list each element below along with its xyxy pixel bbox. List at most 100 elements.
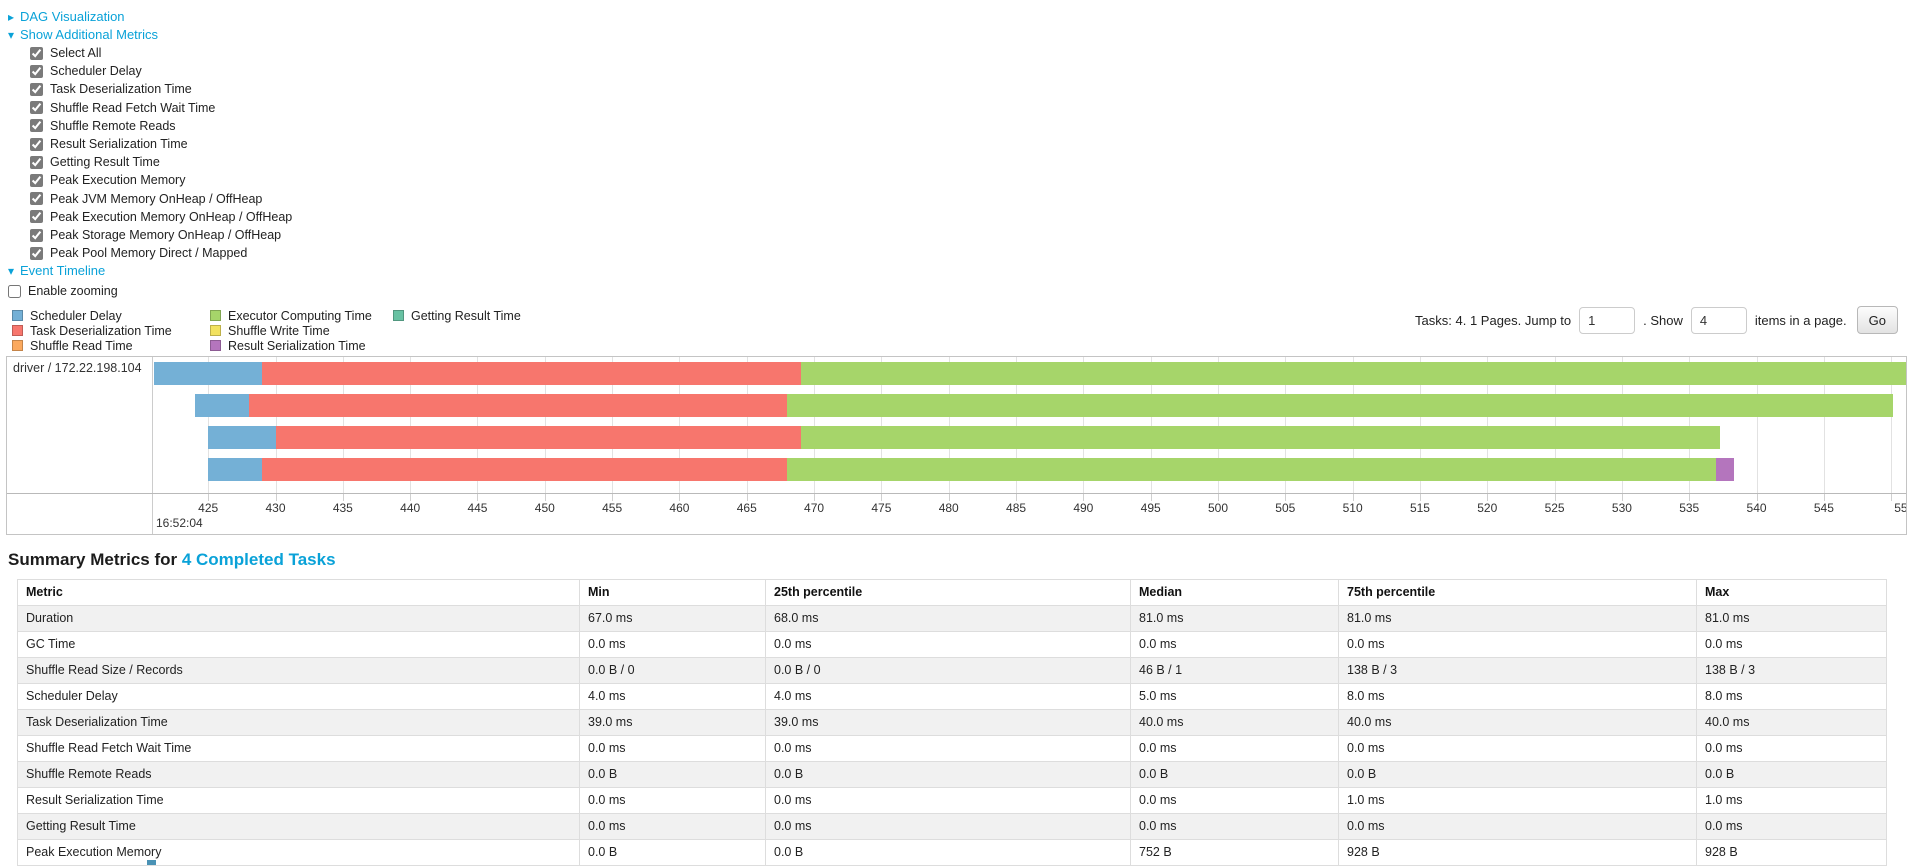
show-additional-metrics-link[interactable]: Show Additional Metrics xyxy=(20,27,159,42)
dag-visualization-link[interactable]: DAG Visualization xyxy=(20,9,125,24)
axis-tick-label: 510 xyxy=(1342,501,1363,516)
items-per-page-input[interactable] xyxy=(1690,306,1747,334)
axis-tick-label: 550 xyxy=(1894,501,1906,516)
completed-tasks-link[interactable]: 4 Completed Tasks xyxy=(181,550,336,570)
metric-value-cell: 39.0 ms xyxy=(765,709,1131,737)
task-segment-task-deserialization[interactable] xyxy=(275,426,801,450)
metric-value-cell: 39.0 ms xyxy=(579,709,766,737)
table-header-max: Max xyxy=(1696,579,1887,607)
event-timeline-toggle[interactable]: ▾ Event Timeline xyxy=(8,262,1907,280)
legend-label: Shuffle Read Time xyxy=(30,338,133,353)
metric-value-cell: 40.0 ms xyxy=(1696,709,1887,737)
metric-value-cell: 8.0 ms xyxy=(1338,683,1697,711)
legend-swatch-icon xyxy=(12,310,23,322)
caret-down-icon: ▾ xyxy=(8,264,15,279)
metric-value-cell: 8.0 ms xyxy=(1696,683,1887,711)
metric-checkbox-peak-storage-memory-onheap-offheap[interactable] xyxy=(30,228,43,242)
task-segment-scheduler-delay[interactable] xyxy=(208,458,263,482)
metric-checkbox-label: Peak Storage Memory OnHeap / OffHeap xyxy=(50,228,282,243)
task-segment-task-deserialization[interactable] xyxy=(262,362,801,386)
axis-gridline xyxy=(410,357,412,494)
metric-checkbox-row-select-all[interactable]: Select All xyxy=(30,44,1907,62)
task-segment-executor-computing[interactable] xyxy=(800,426,1721,450)
go-button[interactable]: Go xyxy=(1856,306,1898,335)
metric-checkbox-row-peak-jvm-memory-onheap-offheap[interactable]: Peak JVM Memory OnHeap / OffHeap xyxy=(30,190,1907,208)
metric-checkbox-scheduler-delay[interactable] xyxy=(30,64,43,78)
metric-checkbox-label: Result Serialization Time xyxy=(50,137,188,152)
jump-to-page-input[interactable] xyxy=(1579,306,1636,334)
metric-checkbox-row-task-deserialization-time[interactable]: Task Deserialization Time xyxy=(30,80,1907,98)
summary-metrics-heading: Summary Metrics for 4 Completed Tasks xyxy=(8,550,1907,570)
axis-gridline xyxy=(1554,357,1556,494)
metric-value-cell: 0.0 ms xyxy=(1130,813,1339,841)
task-segment-task-deserialization[interactable] xyxy=(262,458,788,482)
metric-checkbox-label: Shuffle Read Fetch Wait Time xyxy=(50,100,216,115)
task-segment-scheduler-delay[interactable] xyxy=(154,362,263,386)
timeline-task-bar[interactable] xyxy=(208,426,1721,450)
metric-checkbox-peak-execution-memory-onheap-offheap[interactable] xyxy=(30,210,43,224)
axis-tick-label: 455 xyxy=(602,501,623,516)
metric-checkbox-shuffle-remote-reads[interactable] xyxy=(30,119,43,133)
metric-checkbox-label: Peak Execution Memory xyxy=(50,173,186,188)
metric-checkbox-row-shuffle-remote-reads[interactable]: Shuffle Remote Reads xyxy=(30,117,1907,135)
summary-metrics-table: Metric Min 25th percentile Median 75th perce… xyxy=(17,579,1887,866)
legend-label: Executor Computing Time xyxy=(228,308,372,323)
metric-value-cell: 0.0 B / 0 xyxy=(579,657,766,685)
task-segment-executor-computing[interactable] xyxy=(787,394,1893,418)
timeline-task-bar[interactable] xyxy=(194,394,1893,418)
metric-value-cell: 0.0 B xyxy=(1130,761,1339,789)
metric-checkbox-peak-pool-memory-direct-mapped[interactable] xyxy=(30,246,43,260)
task-segment-result-serialization[interactable] xyxy=(1716,458,1734,482)
metric-checkbox-row-peak-execution-memory-onheap-offheap[interactable]: Peak Execution Memory OnHeap / OffHeap xyxy=(30,208,1907,226)
task-segment-scheduler-delay[interactable] xyxy=(194,394,249,418)
task-segment-task-deserialization[interactable] xyxy=(248,394,788,418)
dag-visualization-toggle[interactable]: ▸ DAG Visualization xyxy=(8,8,1907,26)
controls-panel: ▸ DAG Visualization ▾ Show Additional Metr… xyxy=(0,0,1907,300)
enable-zooming-row[interactable]: Enable zooming xyxy=(8,282,1907,300)
metric-checkbox-peak-jvm-memory-onheap-offheap[interactable] xyxy=(30,192,43,206)
metric-value-cell: 0.0 B xyxy=(579,761,766,789)
axis-tick-mark xyxy=(1083,494,1085,502)
metric-checkbox-shuffle-read-fetch-wait-time[interactable] xyxy=(30,101,43,115)
table-header-median: Median xyxy=(1130,579,1339,607)
task-segment-executor-computing[interactable] xyxy=(787,458,1717,482)
metric-checkbox-row-getting-result-time[interactable]: Getting Result Time xyxy=(30,153,1907,171)
timeline-task-bar[interactable] xyxy=(208,458,1734,482)
metric-checkbox-peak-execution-memory[interactable] xyxy=(30,174,43,188)
axis-tick-mark xyxy=(208,494,210,502)
axis-gridline xyxy=(544,357,546,494)
table-row-result-serialization-time: Result Serialization Time 0.0 ms 0.0 ms 0.0… xyxy=(17,787,1887,815)
metric-checkbox-row-result-serialization-time[interactable]: Result Serialization Time xyxy=(30,135,1907,153)
axis-tick-label: 485 xyxy=(1006,501,1027,516)
task-segment-executor-computing[interactable] xyxy=(800,362,1906,386)
metric-value-cell: 0.0 B / 0 xyxy=(765,657,1131,685)
metric-value-cell: 0.0 B xyxy=(579,839,766,866)
axis-gridline xyxy=(1285,357,1287,494)
show-additional-metrics-toggle[interactable]: ▾ Show Additional Metrics xyxy=(8,26,1907,44)
table-row-task-deserialization-time: Task Deserialization Time 39.0 ms 39.0 ms 4… xyxy=(17,709,1887,737)
event-timeline-link[interactable]: Event Timeline xyxy=(20,263,106,279)
metric-checkbox-row-shuffle-read-fetch-wait-time[interactable]: Shuffle Read Fetch Wait Time xyxy=(30,99,1907,117)
metric-checkbox-result-serialization-time[interactable] xyxy=(30,137,43,151)
axis-tick-mark xyxy=(1150,494,1152,502)
metric-checkbox-task-deserialization-time[interactable] xyxy=(30,83,43,96)
axis-gridline xyxy=(1016,357,1018,494)
metric-checkbox-getting-result-time[interactable] xyxy=(30,155,43,169)
legend-label: Getting Result Time xyxy=(411,308,521,323)
table-row-shuffle-read-fetch-wait-time: Shuffle Read Fetch Wait Time 0.0 ms 0.0 ms… xyxy=(17,735,1887,763)
table-row-scheduler-delay: Scheduler Delay 4.0 ms 4.0 ms 5.0 ms 8.0 ms 8… xyxy=(17,683,1887,711)
timeline-axis: 16:52:04 425 430 435 440 445 450 455 460 465 470 4… xyxy=(7,493,1906,535)
timeline-plot-area[interactable] xyxy=(153,357,1906,494)
axis-gridline xyxy=(208,357,210,494)
task-segment-scheduler-delay[interactable] xyxy=(208,426,276,450)
metric-checkbox-select-all[interactable] xyxy=(30,46,43,60)
pagination-mid-text: . Show xyxy=(1643,312,1683,328)
metric-checkbox-row-peak-execution-memory[interactable]: Peak Execution Memory xyxy=(30,171,1907,189)
metric-checkbox-row-peak-storage-memory-onheap-offheap[interactable]: Peak Storage Memory OnHeap / OffHeap xyxy=(30,226,1907,244)
metric-value-cell: 81.0 ms xyxy=(1696,605,1887,633)
metric-checkbox-row-peak-pool-memory-direct-mapped[interactable]: Peak Pool Memory Direct / Mapped xyxy=(30,244,1907,262)
timeline-task-bar[interactable] xyxy=(154,362,1906,386)
metric-checkbox-row-scheduler-delay[interactable]: Scheduler Delay xyxy=(30,62,1907,80)
axis-gridline xyxy=(1689,357,1691,494)
enable-zooming-checkbox[interactable] xyxy=(8,284,21,298)
